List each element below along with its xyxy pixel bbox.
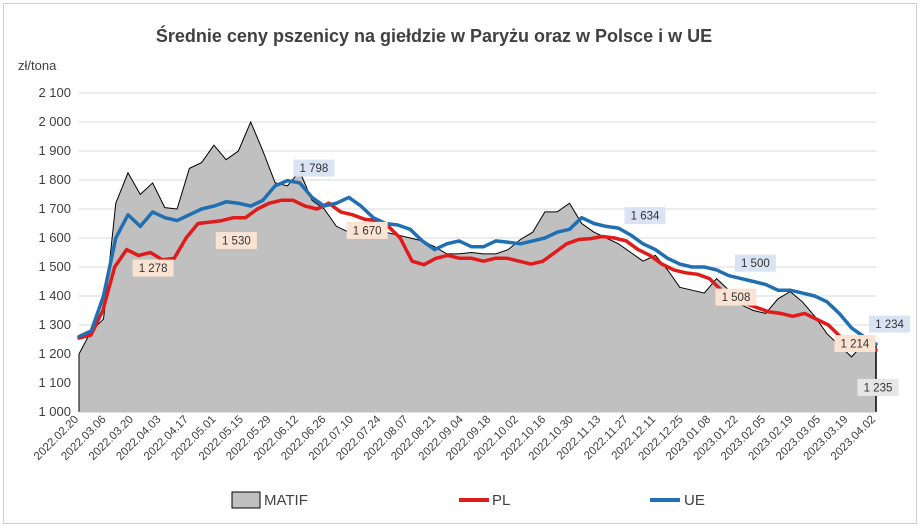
series-line-ue xyxy=(77,178,878,346)
y-tick-label: 1 000 xyxy=(38,404,71,419)
y-tick-label: 1 400 xyxy=(38,288,71,303)
data-label-box xyxy=(857,378,899,396)
data-label-box xyxy=(734,254,776,272)
y-tick-label: 1 700 xyxy=(38,201,71,216)
data-label-ue: 1 634 xyxy=(624,207,666,225)
chart-title: Średnie ceny pszenicy na giełdzie w Pary… xyxy=(156,25,712,46)
matif-area xyxy=(78,120,877,412)
legend-label-ue: UE xyxy=(684,492,705,509)
data-label-matif: 1 235 xyxy=(857,378,899,396)
chart-canvas: Średnie ceny pszenicy na giełdzie w Pary… xyxy=(18,25,910,509)
y-axis-unit: zł/tona xyxy=(18,58,57,73)
y-tick-label: 1 200 xyxy=(38,346,71,361)
data-label-box xyxy=(346,221,388,239)
data-label-text: 1 798 xyxy=(300,163,329,175)
data-label-pl: 1 530 xyxy=(215,232,257,250)
data-label-box xyxy=(293,159,335,177)
data-label-text: 1 508 xyxy=(722,292,751,304)
data-label-text: 1 214 xyxy=(841,339,870,351)
legend: MATIF PL UE xyxy=(231,491,705,509)
data-label-ue: 1 234 xyxy=(869,315,910,333)
y-tick-label: 1 600 xyxy=(38,230,71,245)
y-tick-label: 1 500 xyxy=(38,259,71,274)
data-label-ue: 1 500 xyxy=(734,254,776,272)
y-tick-label: 1 900 xyxy=(38,143,71,158)
data-label-text: 1 500 xyxy=(741,258,770,270)
legend-label-pl: PL xyxy=(492,492,510,509)
data-label-text: 1 234 xyxy=(875,319,904,331)
data-label-pl: 1 670 xyxy=(346,221,388,239)
data-label-box xyxy=(834,335,876,352)
data-label-box xyxy=(624,207,666,225)
legend-swatch-matif xyxy=(231,491,261,509)
y-tick-label: 1 800 xyxy=(38,172,71,187)
data-label-ue: 1 798 xyxy=(293,159,335,177)
legend-label-matif: MATIF xyxy=(264,492,308,509)
data-label-text: 1 278 xyxy=(139,263,168,275)
data-label-text: 1 235 xyxy=(864,382,893,394)
data-label-box xyxy=(215,232,257,250)
y-tick-label: 2 100 xyxy=(38,85,71,100)
data-label-text: 1 670 xyxy=(353,225,382,237)
y-tick-label: 2 000 xyxy=(38,114,71,129)
data-label-text: 1 530 xyxy=(222,236,251,248)
data-label-box xyxy=(715,288,757,306)
series-edge-matif xyxy=(78,120,876,358)
chart-frame: Średnie ceny pszenicy na giełdzie w Pary… xyxy=(3,3,917,524)
data-label-text: 1 634 xyxy=(631,211,660,223)
data-label-pl: 1 278 xyxy=(132,259,174,277)
data-label-pl: 1 214 xyxy=(834,335,876,352)
data-labels: 1 235 1 278 1 530 1 670 1 508 1 214 1 798 1 634… xyxy=(132,159,910,396)
series-area-matif xyxy=(79,122,876,412)
y-tick-label: 1 300 xyxy=(38,317,71,332)
y-tick-label: 1 100 xyxy=(38,375,71,390)
data-label-box xyxy=(132,259,174,277)
data-label-box xyxy=(869,315,910,333)
data-label-pl: 1 508 xyxy=(715,288,757,306)
